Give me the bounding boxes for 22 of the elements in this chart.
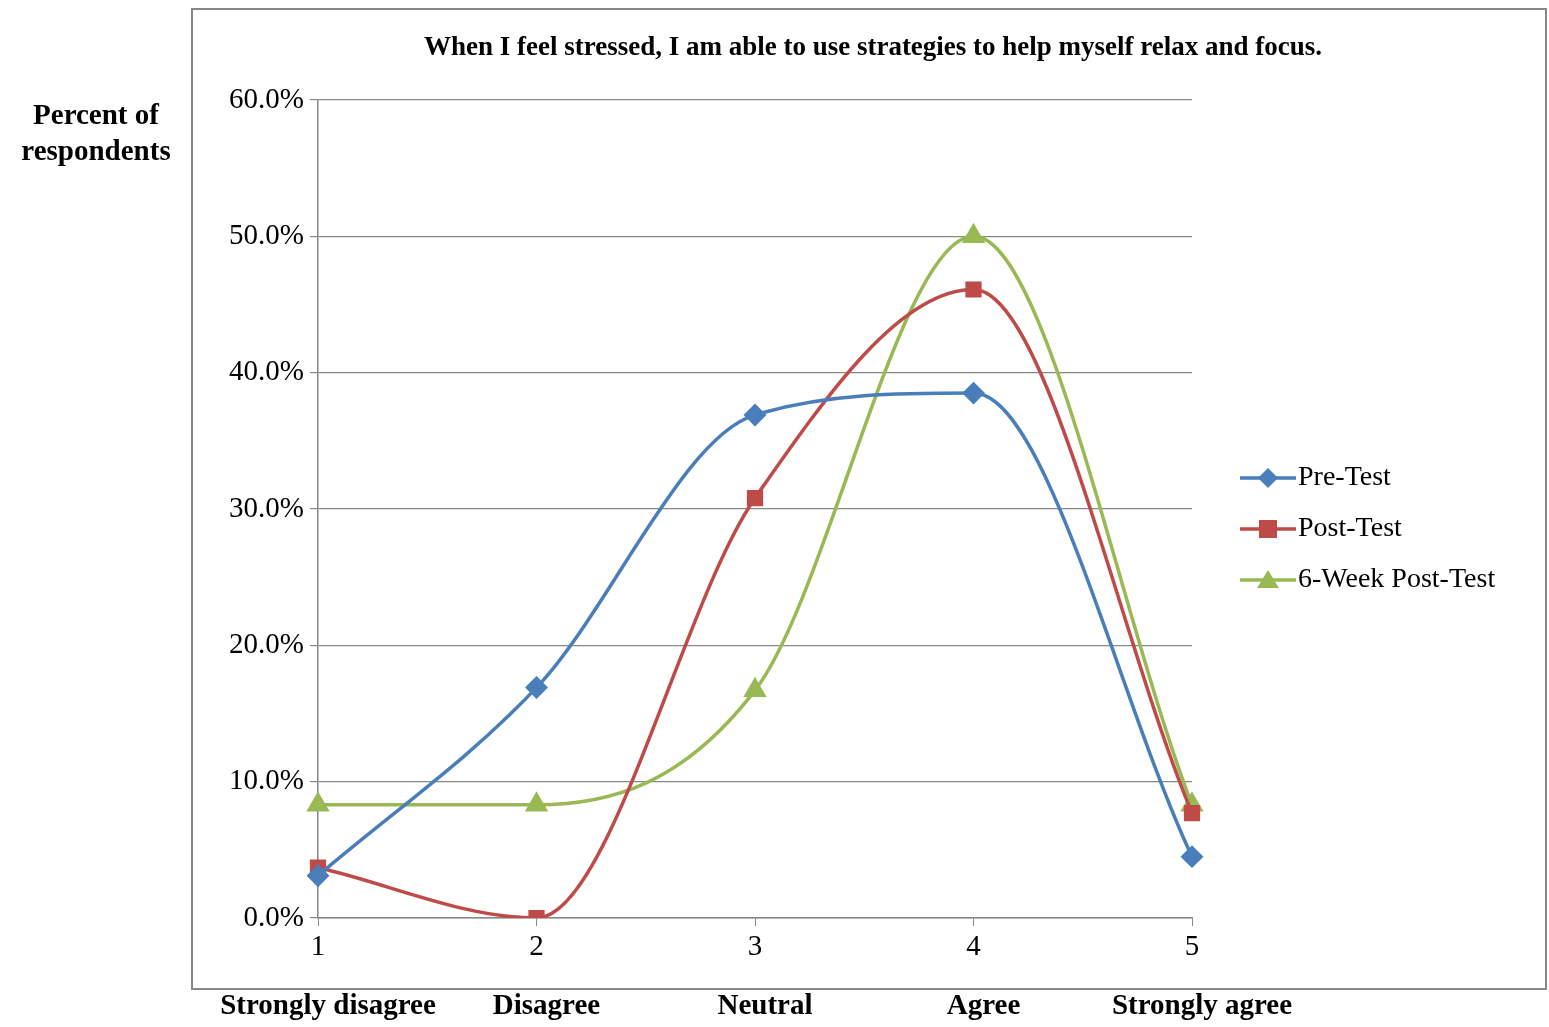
y-tick-label: 20.0% [229, 626, 304, 659]
y-tick-label: 30.0% [229, 490, 304, 523]
y-tick-label: 40.0% [229, 354, 304, 387]
legend-label: Post-Test [1298, 511, 1403, 543]
x-tick-label: 4 [966, 929, 982, 962]
y-tick-label: 10.0% [229, 763, 304, 796]
x-tick-label: 1 [310, 929, 326, 962]
x-tick-label: 5 [1184, 929, 1200, 962]
y-axis-title: Percent of respondents [21, 98, 171, 167]
chart-title: When I feel stressed, I am able to use strategies to help myself relax and focus. [423, 30, 1323, 61]
y-tick-label: 60.0% [229, 81, 304, 114]
y-tick-label: 50.0% [229, 217, 304, 250]
text: Neutral [717, 988, 813, 1021]
x-tick-label: 2 [529, 929, 544, 962]
y-tick-label: 0.0% [243, 899, 304, 932]
legend-label: 6-Week Post-Test [1298, 562, 1496, 594]
text: Strongly agree [1111, 988, 1293, 1021]
text: Strongly disagree [220, 988, 436, 1021]
text: Agree [946, 988, 1021, 1021]
text: Disagree [492, 988, 601, 1021]
legend-label: Pre-Test [1298, 460, 1392, 492]
x-tick-label: 3 [747, 929, 763, 962]
